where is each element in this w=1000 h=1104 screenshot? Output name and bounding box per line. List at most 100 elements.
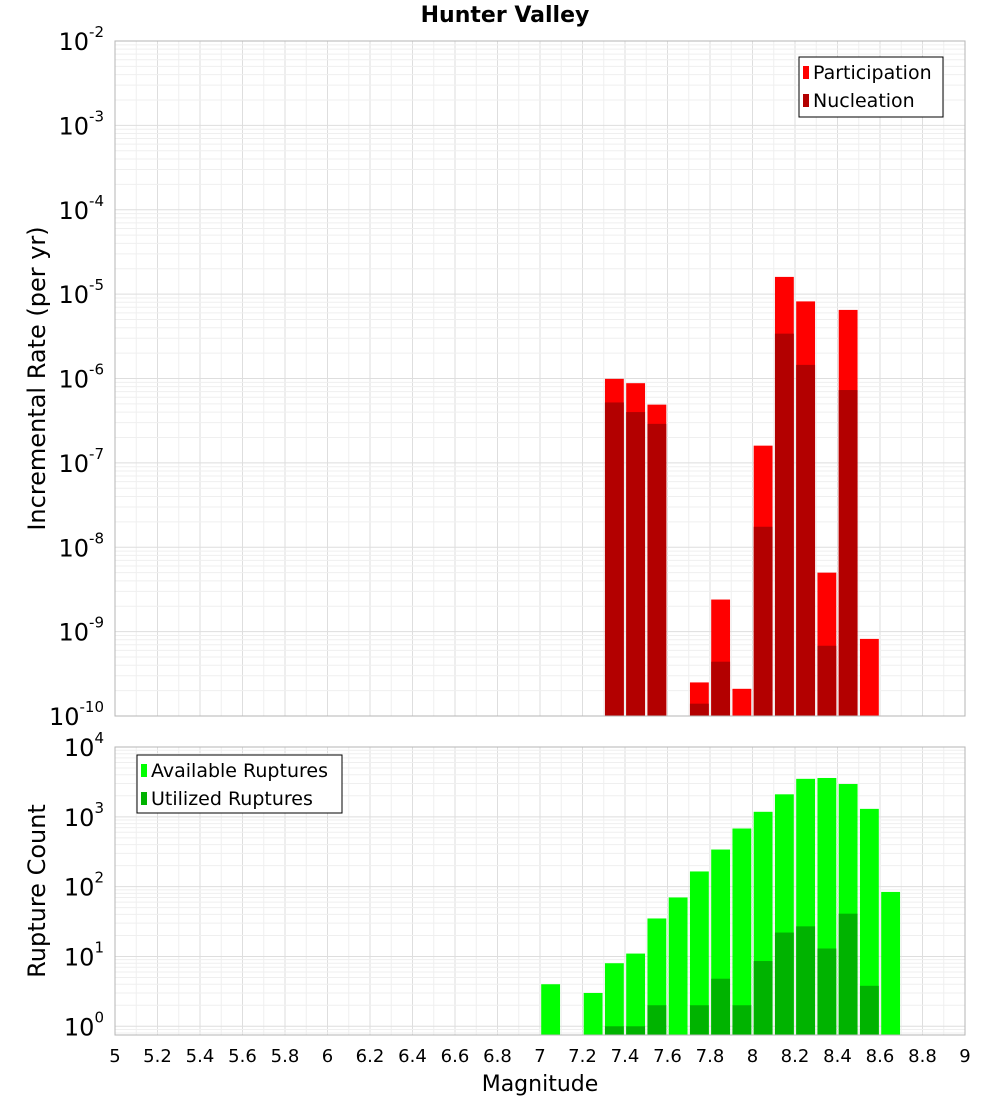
bar xyxy=(711,978,731,1035)
y-tick-exponent: -6 xyxy=(89,361,104,379)
x-tick-label: 7.4 xyxy=(611,1046,640,1067)
y-tick-label: 103 xyxy=(64,799,104,832)
legend-swatch xyxy=(141,764,147,777)
legend-label: Utilized Ruptures xyxy=(151,788,313,810)
y-tick-label: 100 xyxy=(64,1008,104,1041)
y-tick-label: 104 xyxy=(64,729,104,762)
y-tick-base: 10 xyxy=(49,703,80,731)
y-axis-label: Incremental Rate (per yr) xyxy=(23,226,51,530)
x-tick-label: 8.2 xyxy=(781,1046,810,1067)
svg-text:100: 100 xyxy=(64,1008,104,1041)
svg-text:104: 104 xyxy=(64,729,104,762)
bar xyxy=(626,412,646,716)
legend-label: Nucleation xyxy=(813,90,915,112)
svg-text:103: 103 xyxy=(64,799,104,832)
bar xyxy=(604,402,624,716)
y-tick-label: 10-9 xyxy=(58,614,104,647)
svg-text:102: 102 xyxy=(64,869,104,902)
bar xyxy=(859,638,879,716)
y-tick-label: 10-8 xyxy=(58,529,104,562)
bar xyxy=(859,985,879,1035)
y-tick-exponent: -3 xyxy=(89,107,104,125)
legend-box xyxy=(136,754,343,814)
y-tick-exponent: -10 xyxy=(80,698,105,716)
y-tick-base: 10 xyxy=(58,197,89,225)
svg-text:10-3: 10-3 xyxy=(58,107,104,140)
series-available-ruptures xyxy=(541,777,901,1035)
bar xyxy=(774,932,794,1035)
svg-text:10-6: 10-6 xyxy=(58,361,104,394)
svg-text:10-8: 10-8 xyxy=(58,529,104,562)
svg-text:10-7: 10-7 xyxy=(58,445,104,478)
y-tick-base: 10 xyxy=(58,619,89,647)
bar xyxy=(774,333,794,716)
bar xyxy=(817,948,837,1035)
x-axis-label: Magnitude xyxy=(482,1072,599,1097)
y-tick-exponent: -2 xyxy=(89,23,104,41)
series-nucleation xyxy=(604,333,858,716)
x-tick-label: 8.6 xyxy=(866,1046,895,1067)
bar xyxy=(604,1026,624,1035)
bar xyxy=(838,913,858,1035)
x-tick-label: 7.2 xyxy=(568,1046,597,1067)
legend-item: Participation xyxy=(803,62,932,84)
y-tick-base: 10 xyxy=(58,281,89,309)
bar xyxy=(583,992,603,1035)
y-tick-label: 102 xyxy=(64,869,104,902)
x-tick-label: 5.6 xyxy=(228,1046,257,1067)
bar xyxy=(753,526,773,716)
y-tick-base: 10 xyxy=(64,874,95,902)
bars xyxy=(541,777,901,1035)
bars xyxy=(604,276,879,716)
x-tick-label: 8.4 xyxy=(823,1046,852,1067)
bar xyxy=(626,953,646,1035)
y-tick-exponent: -4 xyxy=(89,192,104,210)
series-utilized-ruptures xyxy=(604,913,879,1035)
y-tick-base: 10 xyxy=(58,450,89,478)
bar xyxy=(689,1005,709,1035)
y-tick-label: 10-6 xyxy=(58,361,104,394)
legend: Participation Nucleation xyxy=(798,56,944,118)
y-tick-label: 10-7 xyxy=(58,445,104,478)
x-tick-label: 5.8 xyxy=(271,1046,300,1067)
x-tick-label: 6.6 xyxy=(441,1046,470,1067)
chart-title: Hunter Valley xyxy=(421,3,590,28)
y-tick-exponent: -9 xyxy=(89,614,104,632)
bar xyxy=(711,661,731,716)
legend-box xyxy=(798,56,944,118)
bar xyxy=(626,1026,646,1035)
y-tick-label: 10-10 xyxy=(49,698,104,731)
y-tick-exponent: 4 xyxy=(94,729,104,747)
legend-item: Utilized Ruptures xyxy=(141,788,313,810)
bar xyxy=(668,897,688,1035)
legend-label: Participation xyxy=(813,62,932,84)
bar xyxy=(541,984,561,1035)
legend: Available Ruptures Utilized Ruptures xyxy=(136,754,343,814)
x-tick-label: 7.8 xyxy=(696,1046,725,1067)
svg-text:10-4: 10-4 xyxy=(58,192,104,225)
bar xyxy=(732,688,752,716)
bar xyxy=(732,828,752,1035)
y-tick-exponent: 2 xyxy=(94,869,104,887)
y-tick-label: 101 xyxy=(64,938,104,971)
y-tick-exponent: -7 xyxy=(89,445,104,463)
x-axis-ticks: 5 5.2 5.4 5.6 5.8 6 6.2 6.4 6.6 6.8 7 7.2 7.4 7.6 7.8 8… xyxy=(109,1046,970,1067)
x-tick-label: 6.2 xyxy=(356,1046,385,1067)
y-tick-exponent: 1 xyxy=(94,938,104,956)
y-tick-label: 10-5 xyxy=(58,276,104,309)
svg-text:101: 101 xyxy=(64,938,104,971)
svg-text:10-10: 10-10 xyxy=(49,698,104,731)
x-tick-label: 6.4 xyxy=(398,1046,427,1067)
x-tick-label: 6 xyxy=(322,1046,333,1067)
y-tick-label: 10-3 xyxy=(58,107,104,140)
svg-text:10-9: 10-9 xyxy=(58,614,104,647)
x-tick-label: 5 xyxy=(109,1046,120,1067)
gridlines xyxy=(114,40,966,717)
legend-item: Nucleation xyxy=(803,90,915,112)
x-tick-label: 5.4 xyxy=(186,1046,215,1067)
